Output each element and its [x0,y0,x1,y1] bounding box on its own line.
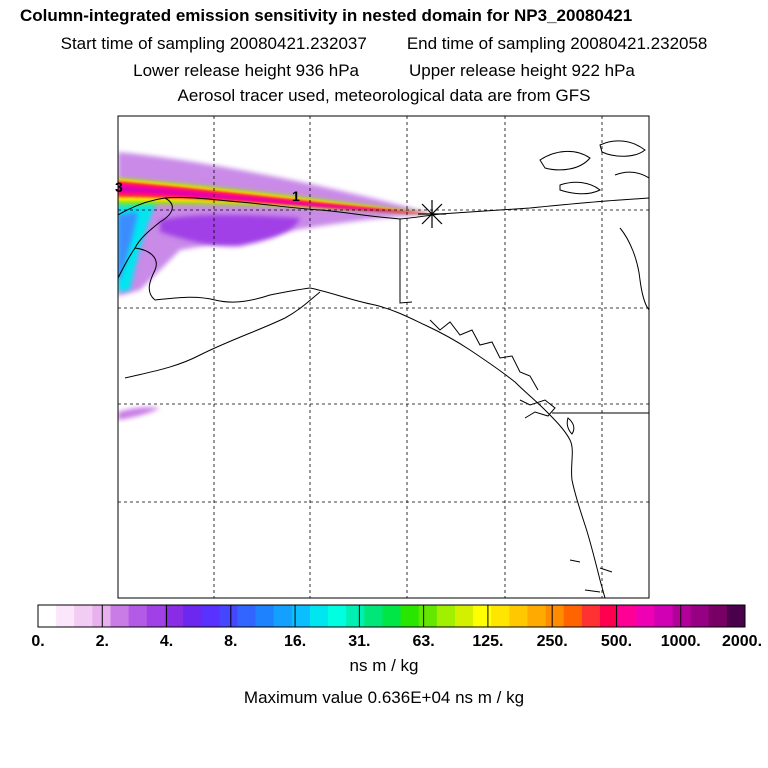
map-frame [117,115,650,599]
colorbar-box [38,605,57,627]
upper-release-height: Upper release height 922 hPa [409,61,635,80]
colorbar-box [74,605,93,627]
colorbar-box [110,605,130,627]
colorbar-box [672,605,692,627]
plot-title: Column-integrated emission sensitivity i… [20,6,633,25]
colorbar-box [309,605,329,627]
colorbar-box [146,605,166,627]
colorbar-tick-label: 500. [601,633,632,650]
lower-release-height: Lower release height 936 hPa [133,61,359,80]
colorbar-box [726,605,746,627]
colorbar-box [581,605,601,627]
colorbar-tick-label: 250. [537,633,568,650]
colorbar-box [56,605,75,627]
colorbar-box [183,605,202,627]
end-time: End time of sampling 20080421.232058 [406,34,708,53]
colorbar-box [400,605,420,627]
colorbar-tick-label: 1000. [661,633,701,650]
colorbar-tick-label: 63. [413,633,435,650]
colorbar-box [255,605,275,627]
colorbar-tick-label: 4. [160,633,173,650]
start-time: Start time of sampling 20080421.232037 [60,34,367,53]
sampling-times: Start time of sampling 20080421.232037 En… [0,34,768,54]
colorbar-box [364,605,383,627]
colorbar-box [436,605,456,627]
colorbar-box [418,605,438,627]
colorbar-box [201,605,220,627]
release-heights: Lower release height 936 hPa Upper releas… [0,61,768,81]
sensitivity-plume [118,152,432,420]
colorbar-frame [37,604,746,628]
colorbar-box [527,605,547,627]
colorbar-box [454,605,474,627]
colorbar-box [273,605,293,627]
colorbar-box [654,605,673,627]
colorbar-tick-label: 2. [96,633,109,650]
colorbar-box [563,605,583,627]
colorbar-box [237,605,257,627]
colorbar-box [509,605,528,627]
colorbar-tick-label: 31. [348,633,370,650]
colorbar-box [128,605,148,627]
lat-lon-grid [118,116,649,598]
colorbar-tick-label: 125. [472,633,503,650]
colorbar-tick-label: 0. [31,633,44,650]
colorbar-box [92,605,112,627]
colorbar-box [545,605,565,627]
colorbar-box [473,605,492,627]
colorbar-box [690,605,710,627]
colorbar-box [382,605,402,627]
colorbar-box [328,605,347,627]
colorbar-boxes [37,604,746,628]
plume-label-1: 1 [292,188,300,204]
borders [399,219,649,414]
colorbar-tick-label: 8. [224,633,237,650]
colorbar-box [491,605,510,627]
colorbar-tick-label: 2000. [722,633,762,650]
colorbar-box [291,605,311,627]
colorbar-ticks: 0. 2. 4. 8. 16. 31. 63. 125. 250. 500. 1000. 2000. [31,605,762,650]
colorbar-tick-label: 16. [284,633,306,650]
colorbar-box [618,605,637,627]
colorbar-box [708,605,728,627]
colorbar-box [164,605,184,627]
colorbar-box [599,605,619,627]
colorbar-units: ns m / kg [349,656,419,675]
tracer-info: Aerosol tracer used, meteorological data… [177,86,591,105]
colorbar-box [219,605,238,627]
colorbar-box [346,605,365,627]
colorbar-box [636,605,655,627]
plume-label-3: 3 [115,179,123,195]
star-icon [418,200,446,228]
maximum-value: Maximum value 0.636E+04 ns m / kg [243,688,525,707]
